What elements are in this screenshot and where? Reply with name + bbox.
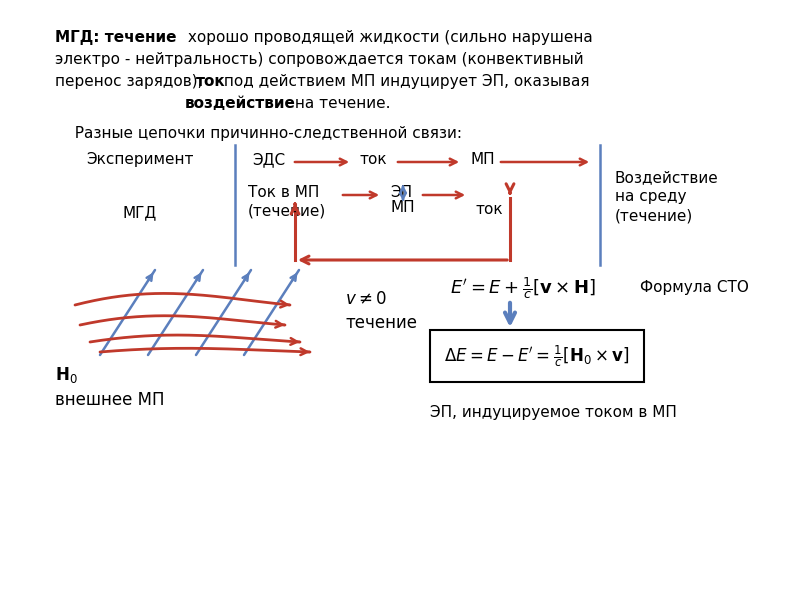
Text: ЭДС: ЭДС (252, 152, 285, 167)
Text: Формула СТО: Формула СТО (640, 280, 749, 295)
FancyBboxPatch shape (430, 330, 644, 382)
Text: воздействие: воздействие (185, 96, 296, 111)
Text: на течение.: на течение. (290, 96, 390, 111)
Text: $v\neq 0$
течение: $v\neq 0$ течение (345, 290, 417, 332)
Text: Воздействие
на среду
(течение): Воздействие на среду (течение) (615, 170, 718, 223)
Text: ток: ток (475, 202, 502, 217)
Text: ЭП: ЭП (390, 185, 412, 200)
Text: МП: МП (470, 152, 494, 167)
Text: МГД: МГД (123, 205, 157, 220)
Text: МГД: течение: МГД: течение (55, 30, 177, 45)
Text: хорошо проводящей жидкости (сильно нарушена: хорошо проводящей жидкости (сильно наруш… (183, 30, 593, 45)
Text: перенос зарядов),: перенос зарядов), (55, 74, 207, 89)
Text: $\Delta E = E - E' = \frac{1}{c}[\mathbf{H}_0 \times \mathbf{v}]$: $\Delta E = E - E' = \frac{1}{c}[\mathbf… (444, 343, 630, 368)
Text: электро - нейтральность) сопровождается токам (конвективный: электро - нейтральность) сопровождается … (55, 52, 584, 67)
Text: Разные цепочки причинно-следственной связи:: Разные цепочки причинно-следственной свя… (65, 126, 462, 141)
Text: МП: МП (390, 200, 414, 215)
Text: $\mathbf{H}_0$
внешнее МП: $\mathbf{H}_0$ внешнее МП (55, 365, 165, 409)
Text: ЭП, индуцируемое током в МП: ЭП, индуцируемое током в МП (430, 405, 677, 420)
Text: Ток в МП
(течение): Ток в МП (течение) (248, 185, 326, 218)
Text: Эксперимент: Эксперимент (86, 152, 194, 167)
Text: ток: ток (360, 152, 388, 167)
Text: под действием МП индуцирует ЭП, оказывая: под действием МП индуцирует ЭП, оказывая (219, 74, 590, 89)
Text: $E' = E + \frac{1}{c}[\mathbf{v} \times \mathbf{H}]$: $E' = E + \frac{1}{c}[\mathbf{v} \times … (450, 275, 596, 301)
Text: ток: ток (196, 74, 226, 89)
